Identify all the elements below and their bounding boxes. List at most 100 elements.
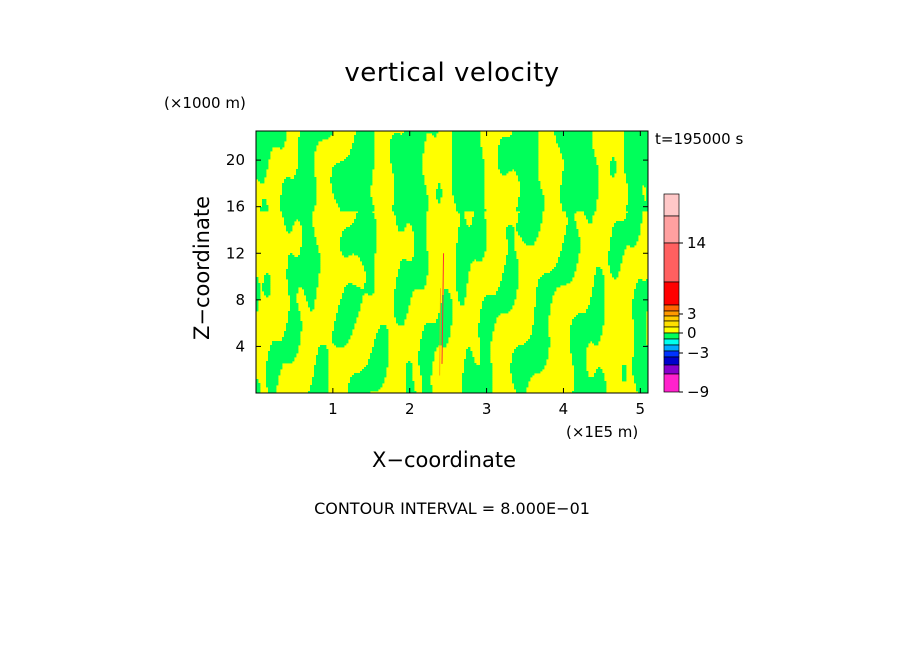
negative-region <box>510 135 539 138</box>
negative-region <box>406 363 413 366</box>
negative-region <box>480 311 509 314</box>
negative-region <box>358 255 375 258</box>
negative-region <box>632 365 649 368</box>
negative-region <box>310 389 329 392</box>
negative-region <box>562 207 597 210</box>
negative-region <box>256 159 269 162</box>
negative-region <box>400 267 429 270</box>
negative-region <box>624 161 649 164</box>
negative-region <box>588 305 605 308</box>
negative-region <box>422 331 451 334</box>
negative-region <box>418 363 433 366</box>
negative-region <box>506 261 519 264</box>
negative-region <box>558 143 593 146</box>
negative-region <box>480 347 491 350</box>
negative-region <box>352 145 375 148</box>
negative-region <box>646 189 649 192</box>
negative-region <box>624 155 649 158</box>
negative-region <box>456 253 485 256</box>
negative-region <box>590 299 605 302</box>
negative-region <box>394 177 425 180</box>
negative-region <box>408 361 411 364</box>
negative-region <box>256 379 259 382</box>
negative-region <box>392 209 429 212</box>
negative-region <box>390 149 425 152</box>
negative-region <box>344 159 375 162</box>
negative-region <box>564 239 581 242</box>
negative-region <box>412 225 427 228</box>
negative-region <box>518 199 545 202</box>
negative-region <box>498 147 539 150</box>
negative-region <box>414 241 427 244</box>
negative-region <box>302 231 315 234</box>
negative-region <box>562 155 595 158</box>
y-tick-label: 8 <box>235 291 245 309</box>
negative-region <box>564 169 599 172</box>
negative-region <box>298 143 319 146</box>
negative-region <box>612 159 615 162</box>
negative-region <box>496 291 517 294</box>
negative-region <box>256 279 259 282</box>
negative-region <box>286 227 293 230</box>
negative-region <box>390 143 425 146</box>
negative-region <box>560 151 595 154</box>
negative-region <box>480 321 497 324</box>
negative-region <box>536 303 551 306</box>
negative-region <box>288 311 301 314</box>
negative-region <box>282 191 317 194</box>
negative-region <box>366 277 375 280</box>
negative-region <box>622 365 627 368</box>
negative-region <box>302 237 317 240</box>
negative-region <box>478 323 495 326</box>
negative-region <box>516 173 539 176</box>
negative-region <box>298 165 315 168</box>
y-tick-label: 12 <box>226 244 245 262</box>
negative-region <box>508 249 515 252</box>
negative-region <box>478 335 493 338</box>
negative-region <box>456 245 487 248</box>
negative-region <box>520 183 541 186</box>
negative-region <box>414 251 429 254</box>
negative-region <box>394 291 413 294</box>
negative-region <box>470 225 487 228</box>
negative-region <box>498 153 539 156</box>
negative-region <box>506 229 515 232</box>
negative-region <box>644 185 649 188</box>
negative-region <box>394 315 407 318</box>
negative-region <box>628 191 643 194</box>
negative-region <box>422 335 451 338</box>
negative-region <box>440 305 453 308</box>
negative-region <box>302 225 313 228</box>
negative-region <box>406 381 415 384</box>
negative-region <box>624 163 649 166</box>
negative-region <box>464 361 475 364</box>
negative-region <box>270 345 299 348</box>
negative-region <box>462 389 493 392</box>
negative-region <box>460 223 467 226</box>
negative-region <box>456 279 469 282</box>
negative-region <box>572 353 587 356</box>
negative-region <box>566 231 579 234</box>
negative-region <box>256 281 259 284</box>
negative-region <box>266 363 283 366</box>
negative-region <box>352 223 377 226</box>
negative-region <box>634 323 647 326</box>
negative-region <box>268 355 297 358</box>
negative-region <box>368 363 389 366</box>
negative-region <box>634 337 647 340</box>
negative-region <box>290 297 297 300</box>
negative-region <box>334 197 373 200</box>
negative-region <box>498 159 539 162</box>
negative-region <box>506 237 515 240</box>
negative-region <box>392 165 423 168</box>
negative-region <box>476 259 483 262</box>
negative-region <box>460 217 465 220</box>
negative-region <box>534 317 549 320</box>
negative-region <box>354 253 375 256</box>
negative-region <box>356 215 375 218</box>
negative-region <box>298 137 329 140</box>
negative-region <box>562 245 581 248</box>
negative-region <box>316 359 329 362</box>
negative-region <box>338 309 361 312</box>
